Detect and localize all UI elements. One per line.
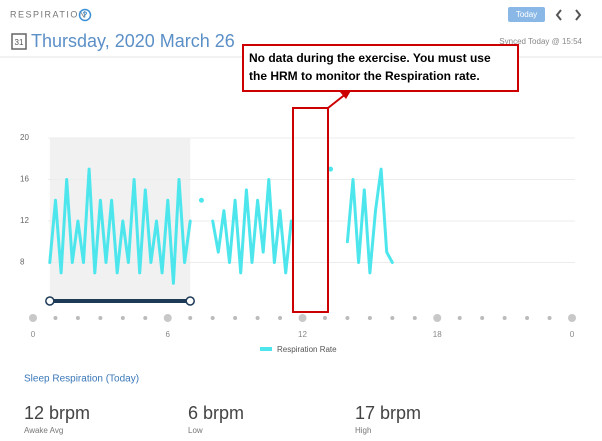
- legend-label: Respiration Rate: [277, 345, 337, 354]
- respiration-point: [328, 166, 334, 172]
- y-tick-label: 16: [20, 175, 29, 184]
- axis-dot: [98, 316, 103, 320]
- next-arrow[interactable]: [575, 9, 582, 21]
- axis-dot: [53, 316, 58, 320]
- respiration-point: [198, 197, 204, 203]
- today-button[interactable]: [508, 7, 545, 22]
- help-icon-glyph: ?: [83, 11, 88, 20]
- axis-dot: [345, 316, 350, 320]
- y-tick-label: 12: [20, 216, 29, 225]
- axis-dot: [75, 316, 80, 320]
- sleep-start-icon: [45, 296, 55, 306]
- summary-title: Sleep Respiration (Today): [24, 374, 139, 385]
- stat-label: Low: [188, 426, 203, 435]
- axis-dot: [502, 316, 507, 320]
- x-tick-label: 0: [570, 330, 575, 339]
- axis-dot: [210, 316, 215, 320]
- annotation-line: No data during the exercise. You must us…: [249, 51, 491, 65]
- sleep-end-icon: [185, 296, 195, 306]
- stat-value: 12 brpm: [24, 403, 90, 423]
- synced-text: Synced Today @ 15:54: [499, 37, 582, 46]
- x-tick-dot: [298, 314, 307, 322]
- axis-dot: [255, 316, 260, 320]
- x-tick-dot: [29, 314, 37, 322]
- axis-dot: [457, 316, 462, 320]
- x-tick-dot: [568, 314, 576, 322]
- axis-dot: [120, 316, 125, 320]
- axis-dot: [188, 316, 193, 320]
- annotation-box: [242, 44, 519, 92]
- x-tick-label: 6: [166, 330, 171, 339]
- stat-value: 6 brpm: [188, 403, 244, 423]
- annotation-line: the HRM to monitor the Respiration rate.: [249, 69, 480, 83]
- axis-dot: [322, 316, 327, 320]
- axis-dot: [547, 316, 552, 320]
- axis-dot: [233, 316, 238, 320]
- stat-label: Awake Avg: [24, 426, 63, 435]
- respiration-line: [48, 167, 394, 285]
- plot: 8 12 16 20 0 6 12 18 0: [20, 133, 576, 339]
- axis-dot: [412, 316, 417, 320]
- axis-dot: [367, 316, 372, 320]
- legend-swatch: [260, 347, 272, 351]
- y-tick-label: 20: [20, 133, 29, 142]
- prev-arrow[interactable]: [555, 9, 562, 21]
- highlight-box: [292, 107, 329, 313]
- axis-dot: [390, 316, 395, 320]
- x-tick-label: 0: [31, 330, 36, 339]
- x-tick-dot: [433, 314, 442, 322]
- today-button-label: Today: [516, 10, 537, 19]
- axis-dot: [278, 316, 283, 320]
- calendar-day: 31: [15, 38, 24, 47]
- help-icon[interactable]: [78, 8, 92, 22]
- axis-dot: [525, 316, 530, 320]
- stat-label: High: [355, 426, 371, 435]
- date-title: Thursday, 2020 March 26: [31, 31, 235, 51]
- x-tick-label: 18: [433, 330, 442, 339]
- calendar-icon: [11, 33, 27, 50]
- axis-dot: [143, 316, 148, 320]
- y-tick-label: 8: [20, 258, 25, 267]
- x-tick-label: 12: [298, 330, 307, 339]
- section-title: RESPIRATION: [10, 9, 87, 19]
- axis-dot: [480, 316, 485, 320]
- stat-value: 17 brpm: [355, 403, 421, 423]
- x-tick-dot: [163, 314, 172, 322]
